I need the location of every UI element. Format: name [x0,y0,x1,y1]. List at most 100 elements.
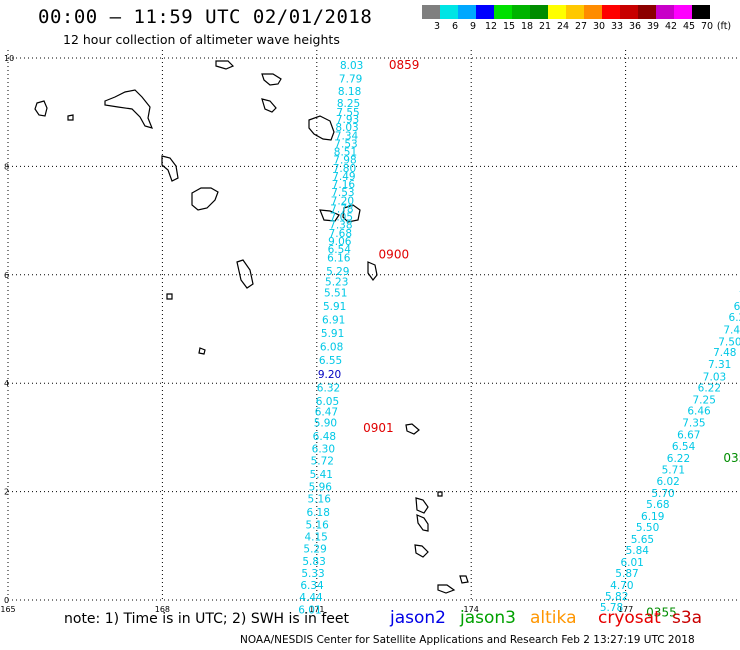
wave-height-value: 7.44 [723,324,740,336]
color-swatch [674,5,692,19]
wave-height-value: 5.65 [631,534,654,546]
wave-height-value: 5.51 [324,287,347,299]
wave-height-value: 6.05 [316,396,339,408]
wave-height-value: 8.03 [340,60,363,72]
wave-height-value: 5.78 [600,602,623,614]
wave-height-value: 6.16 [327,252,351,264]
wave-height-value: 6.01 [620,557,643,569]
x-tick-label: 165 [0,605,15,614]
island-outline [437,584,456,594]
color-scale-label: 3 [433,21,441,32]
wave-height-value: 5.71 [662,465,685,477]
wave-height-value: 6.98 [734,301,740,313]
wave-height-value: 6.22 [698,382,721,394]
wave-height-value: 7.79 [339,73,362,85]
credit-line: NOAA/NESDIS Center for Satellite Applica… [240,634,695,646]
color-scale-label: 24 [556,21,570,32]
island-outline [416,514,429,532]
y-tick-label: 8 [4,162,9,171]
y-tick-label: 4 [4,379,9,388]
color-swatch [656,5,674,19]
wave-height-value: 5.91 [323,301,346,313]
wave-height-value: 7.80 [333,163,356,175]
wave-height-value: 4.44 [299,592,323,604]
wave-height-value: 5.87 [615,568,638,580]
wave-height-value: 6.34 [300,580,324,592]
color-scale-label: 15 [502,21,516,32]
color-swatch [530,5,548,19]
y-tick-label: 0 [4,596,9,605]
wave-height-value: 7.68 [329,228,352,240]
wave-height-value: 5.90 [314,418,337,430]
wave-height-value: 6.02 [656,476,679,488]
pass-time-label: 0355 [646,605,677,619]
y-tick-label: 6 [4,271,9,280]
island-outline [415,497,429,514]
wave-height-value: 6.01 [298,605,321,617]
wave-height-value: 7.04 [739,290,740,302]
pass-time-label: 0900 [379,248,410,262]
wave-height-value: 7.38 [329,220,352,232]
color-swatch [692,5,710,19]
island-outline [261,98,277,113]
color-scale-label: 42 [664,21,678,32]
island-outline [161,155,179,182]
y-tick-label: 2 [4,488,9,497]
color-scale-label: 9 [469,21,477,32]
page-subtitle: 12 hour collection of altimeter wave hei… [63,32,340,47]
wave-height-value: 6.46 [687,406,711,418]
color-scale-bar [422,5,710,19]
wave-height-value: 5.29 [326,266,349,278]
wave-height-value: 5.23 [325,277,348,289]
color-scale-label: 33 [610,21,624,32]
island-outline [459,575,469,584]
wave-height-value: 6.55 [319,355,342,367]
wave-height-value: 7.53 [331,187,354,199]
island-outline [198,347,206,355]
wave-height-value: 7.50 [718,336,740,348]
wave-height-value: 7.31 [708,359,731,371]
color-swatch [494,5,512,19]
color-swatch [458,5,476,19]
island-outline [414,544,429,558]
wave-height-value: 9.20 [318,369,341,381]
color-swatch [476,5,494,19]
island-outline [308,115,335,141]
island-outline [34,100,48,117]
color-swatch [548,5,566,19]
wave-height-value: 5.83 [302,556,325,568]
island-outline [104,89,154,129]
wave-height-value: 6.18 [307,507,330,519]
wave-height-value: 7.48 [713,347,736,359]
color-swatch [638,5,656,19]
wave-height-value: 5.70 [651,488,674,500]
wave-height-value: 8.03 [335,122,358,134]
wave-height-value: 5.50 [636,522,659,534]
color-swatch [512,5,530,19]
color-swatch [584,5,602,19]
legend-item-jason3: jason3 [460,608,516,628]
wave-height-value: 6.54 [672,441,696,453]
wave-height-value: 7.78 [330,203,353,215]
island-outline [236,259,254,289]
island-outline [67,114,74,121]
island-outline [319,209,340,222]
legend-item-jason2: jason2 [390,608,446,628]
wave-height-value: 7.05 [330,212,353,224]
wave-height-value: 8.25 [337,98,360,110]
wave-height-value: 7.20 [331,195,354,207]
island-outline [261,73,282,86]
legend-item-s3a: s3a [672,608,703,628]
color-scale-label: 36 [628,21,642,32]
footer-note: note: 1) Time is in UTC; 2) SWH is in fe… [64,611,350,627]
wave-height-value: 7.49 [332,171,355,183]
x-tick-label: 171 [309,605,324,614]
color-scale-label: 27 [574,21,588,32]
wave-height-value: 5.16 [308,493,332,505]
wave-height-value: 6.20 [729,312,740,324]
wave-height-value: 5.16 [305,519,329,531]
legend-item-altika: altika [530,608,577,628]
y-tick-label: 10 [4,54,14,63]
